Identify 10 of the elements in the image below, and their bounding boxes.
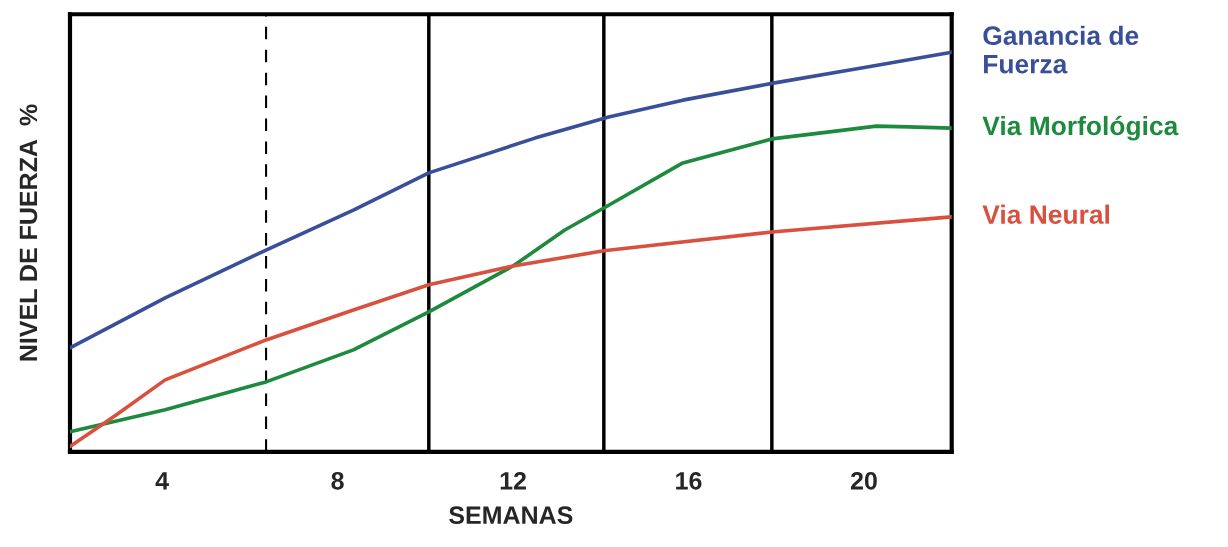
series-label: Via Neural [982, 204, 1109, 224]
x-tick-label: 4 [155, 472, 169, 490]
x-tick-label: 12 [500, 471, 526, 490]
series-label: Ganancia de Fuerza [983, 25, 1139, 74]
x-tick-label: 20 [850, 471, 877, 490]
x-axis-title: SEMANAS [449, 506, 573, 525]
x-tick-label: 16 [676, 471, 702, 490]
y-axis-title: NIVEL DE FUERZA % [19, 104, 38, 361]
series-label: Via Morfológica [982, 115, 1179, 141]
x-tick-label: 8 [331, 471, 344, 490]
